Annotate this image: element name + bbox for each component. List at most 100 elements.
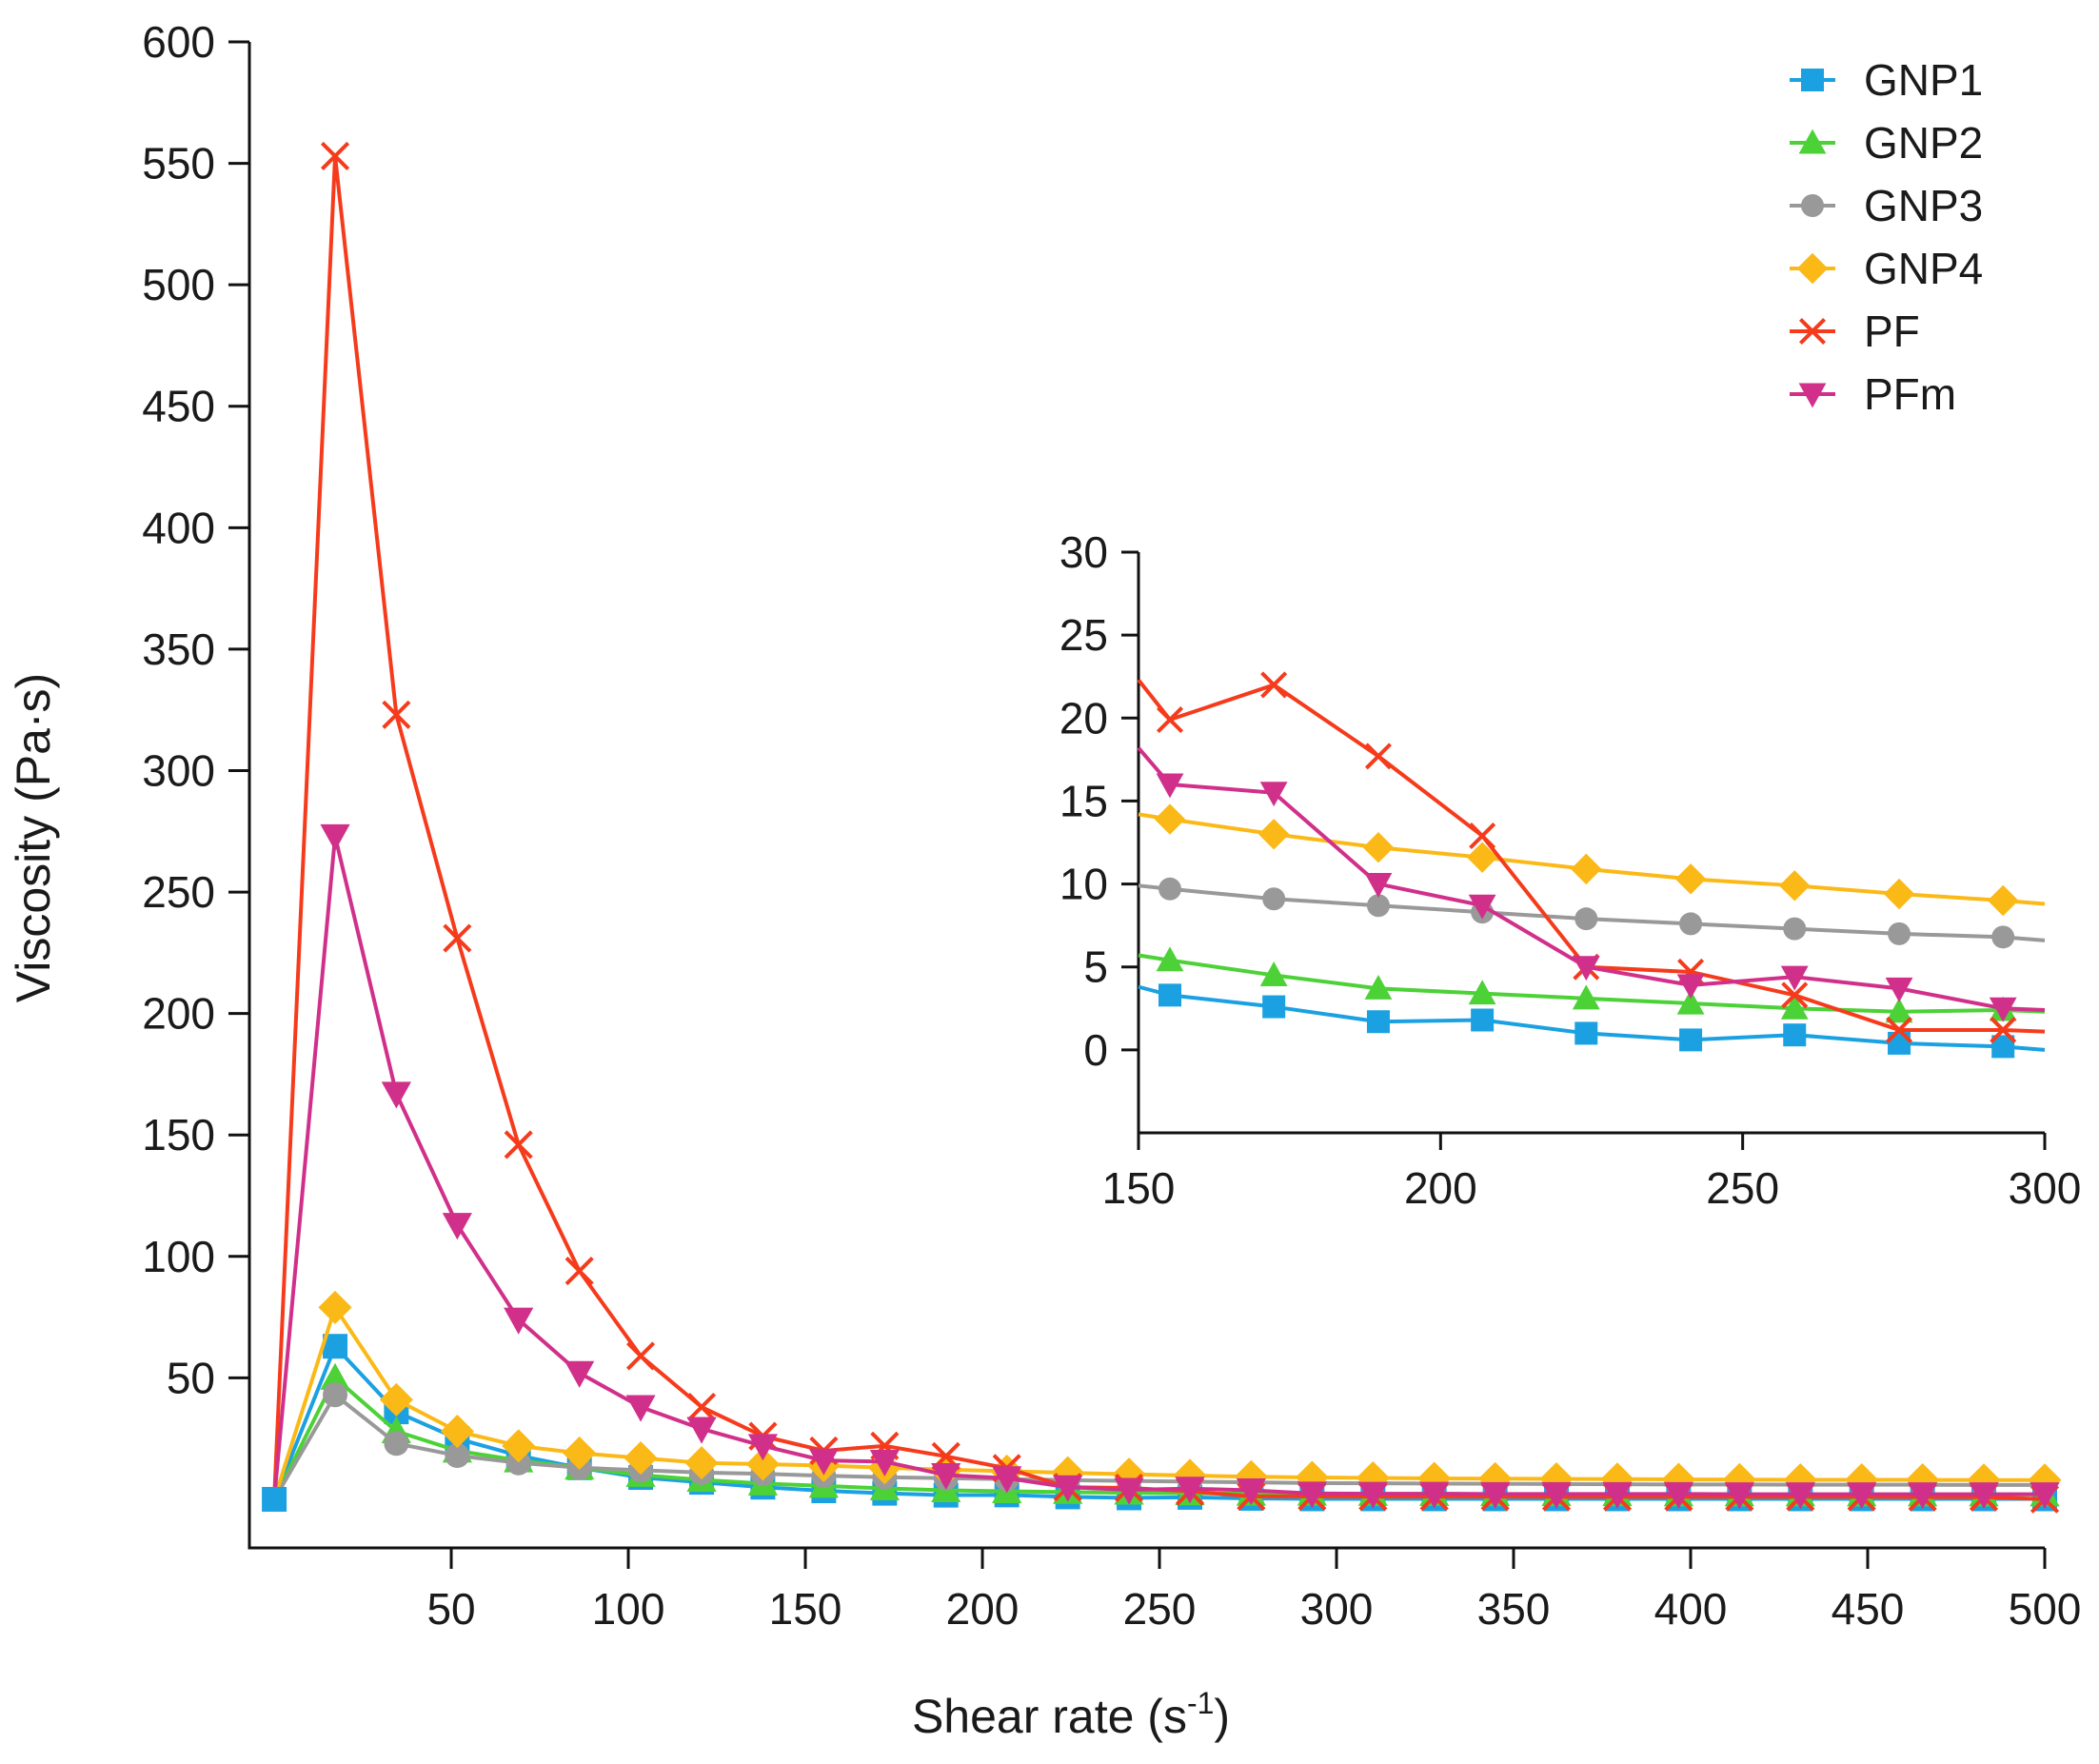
data-point-pfm bbox=[747, 1434, 778, 1461]
x-axis-title: Shear rate (s-1) bbox=[912, 1686, 1230, 1743]
data-point-gnp3 bbox=[1888, 922, 1911, 945]
data-point-pfm bbox=[1259, 782, 1288, 807]
data-point-pfm bbox=[1156, 773, 1184, 799]
data-point-pfm bbox=[1357, 1481, 1388, 1509]
data-point-gnp4 bbox=[563, 1436, 597, 1471]
data-point-gnp4 bbox=[1154, 803, 1186, 835]
main-x-tick-label: 100 bbox=[592, 1584, 665, 1634]
legend-marker-gnp2 bbox=[1798, 129, 1827, 154]
data-point-pf bbox=[1886, 1016, 1913, 1043]
data-point-gnp1 bbox=[1366, 1010, 1390, 1034]
data-point-pfm bbox=[1989, 997, 2017, 1022]
data-point-pfm bbox=[931, 1462, 961, 1491]
main-x-tick-label: 350 bbox=[1477, 1584, 1551, 1634]
data-point-pf bbox=[686, 1392, 717, 1422]
data-point-pfm bbox=[808, 1448, 839, 1476]
data-point-gnp1 bbox=[1574, 1021, 1598, 1045]
legend-marker-gnp3 bbox=[1801, 194, 1824, 217]
main-x-tick-label: 200 bbox=[946, 1584, 1020, 1634]
data-point-pf bbox=[443, 923, 472, 953]
data-point-pfm bbox=[1663, 1481, 1693, 1509]
data-point-gnp1 bbox=[262, 1486, 287, 1512]
main-y-tick-label: 100 bbox=[142, 1232, 215, 1281]
data-point-gnp3 bbox=[323, 1382, 348, 1408]
data-point-pf bbox=[625, 1341, 656, 1371]
data-point-pfm bbox=[1602, 1481, 1633, 1509]
data-point-gnp4 bbox=[745, 1447, 780, 1481]
main-y-tick-label: 200 bbox=[142, 989, 215, 1039]
data-point-pfm bbox=[1053, 1475, 1083, 1502]
legend-marker-gnp4 bbox=[1796, 252, 1829, 285]
inset-y-tick-label: 20 bbox=[1059, 693, 1108, 743]
inset-y-tick-label: 30 bbox=[1059, 527, 1108, 577]
main-x-tick-label: 500 bbox=[2009, 1584, 2082, 1634]
data-point-gnp2 bbox=[1259, 961, 1288, 986]
data-point-pfm bbox=[1572, 956, 1600, 981]
legend-marker-pfm bbox=[1798, 383, 1827, 408]
data-point-pfm bbox=[1908, 1482, 1938, 1510]
data-point-gnp2 bbox=[1364, 974, 1393, 1000]
data-point-pfm bbox=[1364, 873, 1393, 898]
data-point-gnp3 bbox=[1991, 925, 2015, 949]
data-point-gnp1 bbox=[1783, 1023, 1807, 1047]
data-point-pfm bbox=[1236, 1478, 1266, 1506]
data-point-gnp4 bbox=[1362, 832, 1395, 863]
legend-label-gnp2: GNP2 bbox=[1864, 118, 1983, 168]
legend-label-pf: PF bbox=[1864, 307, 1920, 356]
data-point-pf bbox=[564, 1257, 594, 1286]
data-point-gnp1 bbox=[1262, 995, 1286, 1019]
data-point-pfm bbox=[1480, 1481, 1511, 1509]
data-point-gnp3 bbox=[445, 1443, 470, 1469]
data-point-gnp2 bbox=[1572, 984, 1600, 1010]
x-axis-title-close: ) bbox=[1214, 1690, 1230, 1743]
main-y-tick-label: 350 bbox=[142, 624, 215, 674]
main-y-tick-label: 250 bbox=[142, 867, 215, 917]
data-point-gnp4 bbox=[1883, 878, 1915, 910]
data-point-gnp1 bbox=[1679, 1028, 1703, 1052]
data-point-pf bbox=[320, 141, 350, 170]
main-x-tick-label: 300 bbox=[1300, 1584, 1374, 1634]
data-point-pfm bbox=[442, 1213, 472, 1240]
main-axes bbox=[248, 42, 2045, 1550]
inset-y-tick-label: 25 bbox=[1059, 610, 1108, 660]
data-point-gnp4 bbox=[1967, 1463, 2001, 1497]
inset-x-tick-label: 250 bbox=[1706, 1163, 1779, 1213]
legend: GNP1 GNP2 GNP3 GNP4 PF PFm bbox=[1790, 55, 1983, 419]
data-point-pf bbox=[504, 1130, 533, 1159]
data-point-pf bbox=[1260, 671, 1288, 699]
x-axis-title-superscript: -1 bbox=[1187, 1686, 1214, 1720]
data-point-gnp4 bbox=[1571, 853, 1602, 885]
data-point-pfm bbox=[992, 1466, 1022, 1494]
data-point-pfm bbox=[1780, 965, 1809, 991]
main-y-tick-label: 450 bbox=[142, 382, 215, 431]
data-point-pfm bbox=[1724, 1482, 1754, 1510]
data-point-gnp3 bbox=[505, 1450, 531, 1476]
data-point-gnp1 bbox=[1888, 1031, 1911, 1055]
data-point-pfm bbox=[504, 1307, 534, 1335]
main-x-tick-label: 250 bbox=[1123, 1584, 1197, 1634]
data-point-pfm bbox=[381, 1081, 411, 1109]
data-point-pfm bbox=[1969, 1482, 1999, 1510]
data-point-gnp3 bbox=[1679, 912, 1703, 936]
data-point-gnp4 bbox=[1257, 819, 1290, 850]
main-y-tick-label: 500 bbox=[142, 260, 215, 309]
inset-x-tick-label: 200 bbox=[1404, 1163, 1477, 1213]
data-point-pfm bbox=[1541, 1481, 1572, 1509]
data-point-pfm bbox=[564, 1360, 595, 1388]
data-point-pf bbox=[1156, 706, 1184, 734]
data-point-pfm bbox=[1676, 974, 1705, 1000]
data-point-pfm bbox=[1847, 1482, 1877, 1510]
data-point-gnp3 bbox=[1158, 877, 1182, 901]
data-point-gnp3 bbox=[1366, 894, 1390, 918]
main-y-tick-label: 550 bbox=[142, 139, 215, 188]
data-point-gnp4 bbox=[1988, 884, 2019, 917]
inset-y-tick-label: 10 bbox=[1059, 860, 1108, 909]
inset-y-tick-label: 0 bbox=[1083, 1025, 1108, 1075]
legend-label-gnp4: GNP4 bbox=[1864, 244, 1983, 293]
data-point-gnp4 bbox=[684, 1446, 719, 1480]
data-point-gnp4 bbox=[1674, 863, 1707, 895]
legend-marker-pf bbox=[1798, 317, 1827, 346]
data-point-gnp3 bbox=[1262, 887, 1286, 911]
data-point-pfm bbox=[1175, 1477, 1205, 1504]
data-point-pfm bbox=[1419, 1481, 1450, 1509]
